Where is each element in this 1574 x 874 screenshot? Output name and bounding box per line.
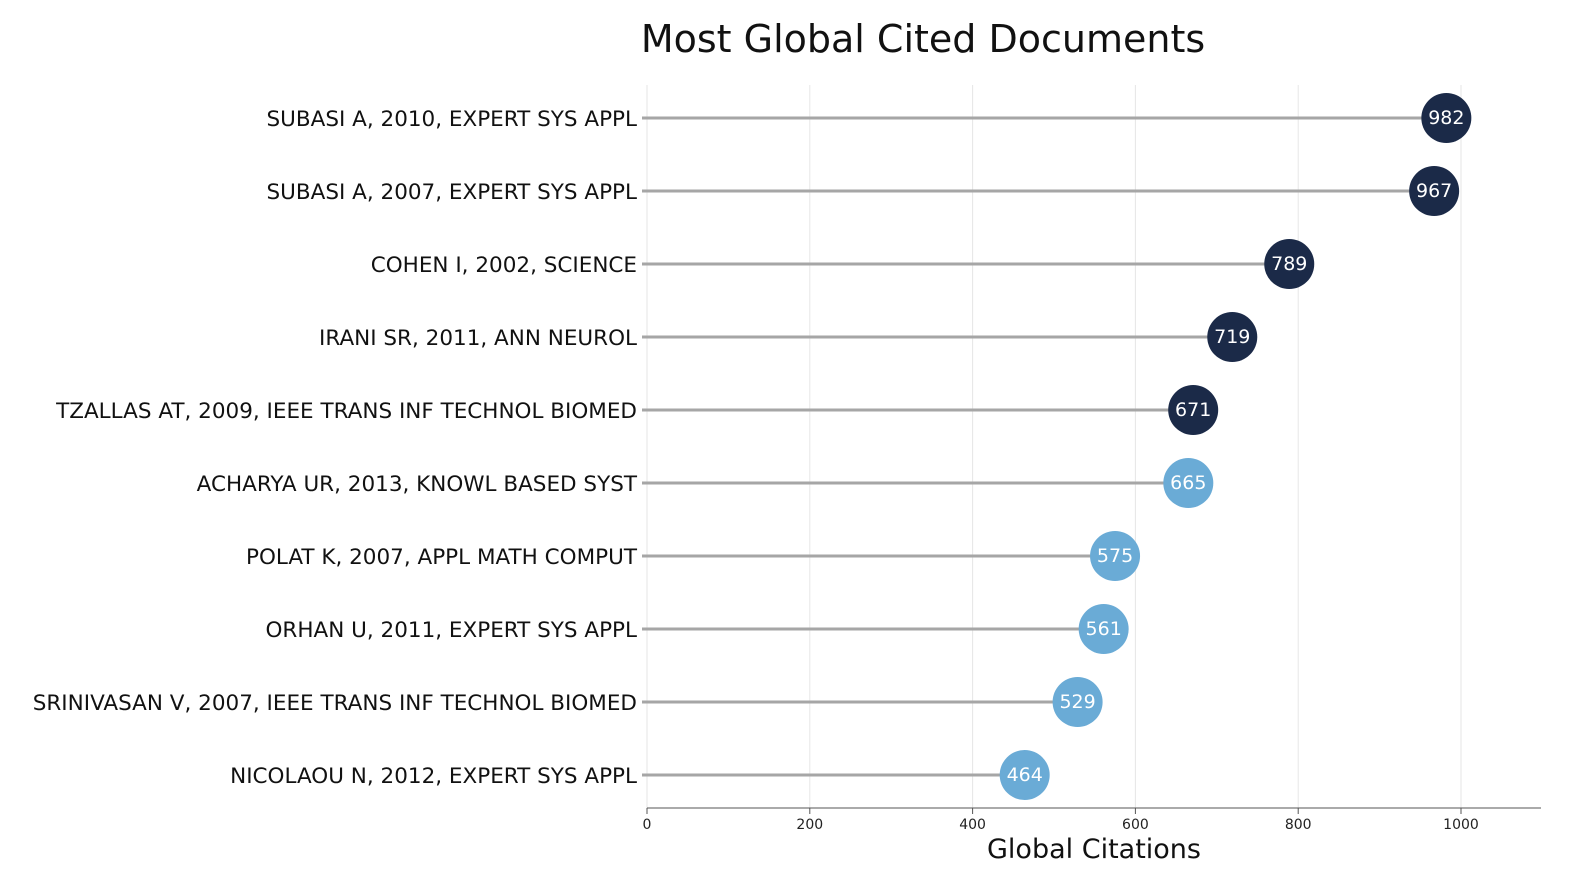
x-tick-label: 0 <box>643 817 652 833</box>
point-2 <box>1409 166 1460 216</box>
value-label: 982 <box>1428 107 1464 129</box>
value-label: 967 <box>1416 180 1452 202</box>
point-7 <box>1090 531 1141 581</box>
x-tick-label: 400 <box>959 817 986 833</box>
category-label: IRANI SR, 2011, ANN NEUROL <box>319 326 637 351</box>
value-label: 789 <box>1271 253 1307 275</box>
category-label: SRINIVASAN V, 2007, IEEE TRANS INF TECHN… <box>33 691 637 716</box>
point-10 <box>999 750 1050 800</box>
point-1 <box>1421 93 1472 143</box>
value-label: 671 <box>1175 399 1211 421</box>
point-3 <box>1264 239 1315 289</box>
point-6 <box>1163 458 1214 508</box>
value-label: 575 <box>1097 545 1133 567</box>
x-tick-label: 800 <box>1285 817 1312 833</box>
category-labels: SUBASI A, 2010, EXPERT SYS APPL SUBASI A,… <box>33 107 638 789</box>
x-tick-label: 600 <box>1122 817 1149 833</box>
lollipop-points: 982 967 789 719 671 665 575 561 529 464 <box>999 93 1472 800</box>
category-label: POLAT K, 2007, APPL MATH COMPUT <box>246 545 638 570</box>
value-label: 719 <box>1214 326 1250 348</box>
category-label: NICOLAOU N, 2012, EXPERT SYS APPL <box>230 764 637 789</box>
category-label: TZALLAS AT, 2009, IEEE TRANS INF TECHNOL… <box>55 399 637 424</box>
value-label: 665 <box>1170 472 1206 494</box>
x-axis-title: Global Citations <box>987 834 1201 865</box>
grid-lines <box>646 85 1462 808</box>
x-axis: 0 200 400 600 800 1000 <box>643 807 1541 833</box>
point-5 <box>1168 385 1219 435</box>
x-tick-label: 1000 <box>1443 817 1479 833</box>
point-8 <box>1078 604 1129 654</box>
category-label: COHEN I, 2002, SCIENCE <box>371 253 637 278</box>
lollipop-stems <box>642 116 1447 777</box>
point-9 <box>1052 677 1103 727</box>
x-tick-label: 200 <box>796 817 823 833</box>
category-label: SUBASI A, 2010, EXPERT SYS APPL <box>266 107 637 132</box>
value-label: 464 <box>1007 764 1043 786</box>
category-label: ORHAN U, 2011, EXPERT SYS APPL <box>265 618 637 643</box>
category-label: SUBASI A, 2007, EXPERT SYS APPL <box>266 180 637 205</box>
value-label: 561 <box>1086 618 1122 640</box>
value-label: 529 <box>1059 691 1095 713</box>
chart-title: Most Global Cited Documents <box>641 17 1205 61</box>
point-4 <box>1207 312 1258 362</box>
category-label: ACHARYA UR, 2013, KNOWL BASED SYST <box>197 472 638 497</box>
